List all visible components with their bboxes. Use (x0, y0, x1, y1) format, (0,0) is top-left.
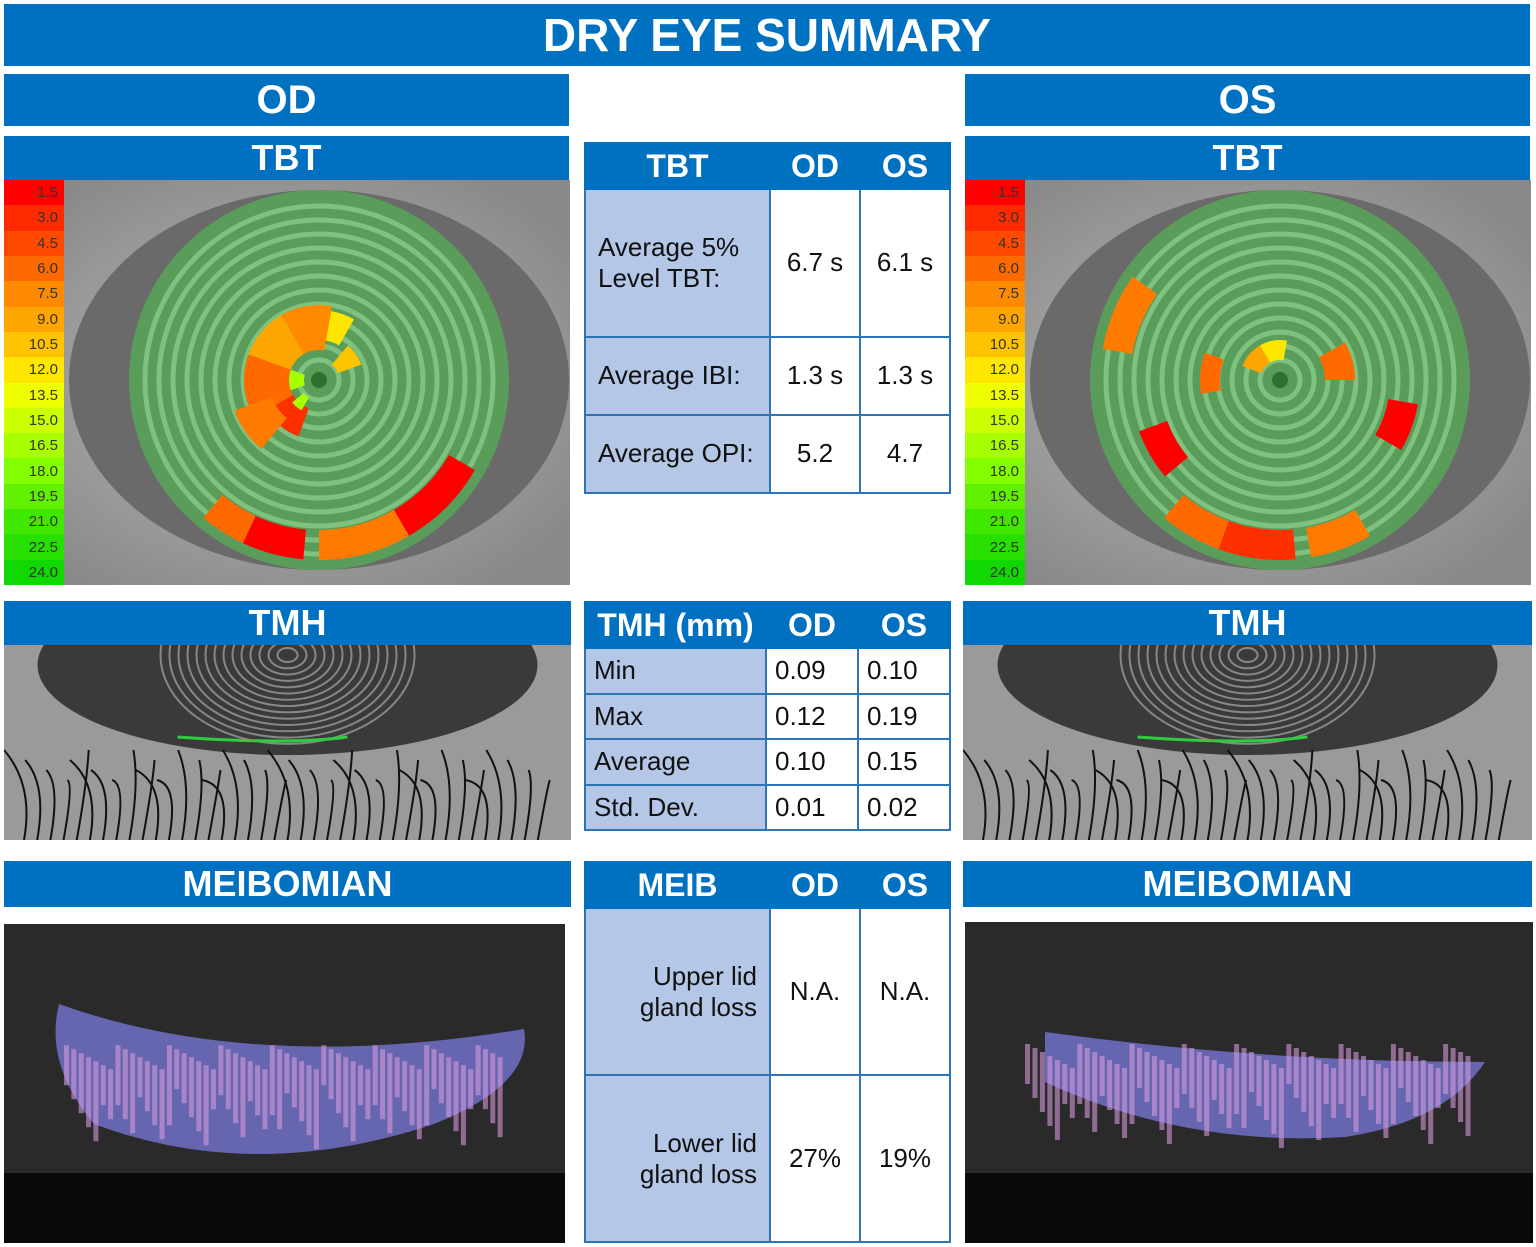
tbt-col-header: TBT (584, 142, 771, 190)
scale-label: 21.0 (4, 509, 64, 535)
os-value: 0.19 (857, 692, 951, 740)
od-value: 27% (769, 1074, 861, 1243)
od-col-header: OD (765, 601, 859, 649)
table-row: Average 5% Level TBT: 6.7 s 6.1 s (584, 188, 951, 338)
row-label: Min (584, 647, 767, 695)
tbt-color-scale: 1.5 3.0 4.5 6.0 7.5 9.0 10.5 12.0 13.5 15.0 16.5 18… (965, 180, 1025, 585)
od-tmh-header: TMH (4, 601, 571, 645)
tbt-table: TBT OD OS Average 5% Level TBT: 6.7 s 6.1 s … (584, 142, 951, 495)
tbt-color-scale: 1.5 3.0 4.5 6.0 7.5 9.0 10.5 12.0 13.5 15.0 16.5 18… (4, 180, 64, 585)
od-meibomian-header: MEIBOMIAN (4, 861, 571, 907)
os-header: OS (965, 74, 1530, 126)
scale-label: 21.0 (965, 509, 1025, 535)
scale-label: 3.0 (965, 205, 1025, 231)
od-value: 5.2 (769, 413, 861, 495)
row-label: Max (584, 692, 767, 740)
report-title: DRY EYE SUMMARY (4, 4, 1530, 66)
od-col-header: OD (769, 861, 861, 909)
scale-label: 18.0 (965, 458, 1025, 484)
table-row: Upper lid gland loss N.A. N.A. (584, 907, 951, 1076)
od-tmh-image (4, 645, 571, 840)
scale-label: 13.5 (965, 382, 1025, 408)
os-value: 6.1 s (859, 188, 951, 338)
od-header: OD (4, 74, 569, 126)
os-tmh-image (963, 645, 1532, 840)
scale-label: 6.0 (4, 255, 64, 282)
table-row: Max 0.12 0.19 (584, 692, 951, 740)
scale-label: 1.5 (965, 180, 1025, 206)
os-col-header: OS (859, 861, 951, 909)
scale-label: 24.0 (965, 559, 1025, 585)
od-value: 1.3 s (769, 335, 861, 416)
scale-label: 19.5 (4, 483, 64, 510)
od-value: 0.01 (765, 783, 859, 831)
scale-label: 15.0 (4, 407, 64, 434)
scale-label: 15.0 (965, 407, 1025, 434)
scale-label: 12.0 (965, 357, 1025, 383)
scale-label: 7.5 (965, 281, 1025, 307)
os-col-header: OS (859, 142, 951, 190)
scale-label: 7.5 (4, 281, 64, 307)
od-value: 0.12 (765, 692, 859, 740)
scale-label: 4.5 (965, 230, 1025, 256)
os-value: 1.3 s (859, 335, 951, 416)
row-label: Average 5% Level TBT: (584, 188, 771, 338)
scale-label: 24.0 (4, 559, 64, 585)
scale-label: 12.0 (4, 357, 64, 383)
table-row: Average 0.10 0.15 (584, 738, 951, 786)
scale-label: 9.0 (965, 306, 1025, 332)
table-row: Average IBI: 1.3 s 1.3 s (584, 335, 951, 416)
os-tbt-map-image: 1.5 3.0 4.5 6.0 7.5 9.0 10.5 12.0 13.5 15.0 16.5 18… (965, 180, 1531, 585)
table-row: Min 0.09 0.10 (584, 647, 951, 695)
os-tmh-header: TMH (963, 601, 1532, 645)
scale-label: 13.5 (4, 382, 64, 408)
scale-label: 18.0 (4, 458, 64, 484)
table-row: Average OPI: 5.2 4.7 (584, 413, 951, 495)
os-meibomian-image (965, 922, 1533, 1243)
os-tbt-header: TBT (965, 136, 1530, 180)
tmh-table: TMH (mm) OD OS Min 0.09 0.10 Max 0.12 0.19 Ave… (584, 601, 951, 831)
row-label: Average (584, 738, 767, 786)
od-tbt-header: TBT (4, 136, 569, 180)
scale-label: 16.5 (965, 433, 1025, 459)
table-row: Std. Dev. 0.01 0.02 (584, 783, 951, 831)
os-col-header: OS (857, 601, 951, 649)
table-row: Lower lid gland loss 27% 19% (584, 1074, 951, 1243)
od-value: 6.7 s (769, 188, 861, 338)
scale-label: 4.5 (4, 230, 64, 256)
os-value: 19% (859, 1074, 951, 1243)
scale-label: 22.5 (965, 534, 1025, 560)
scale-label: 19.5 (965, 483, 1025, 510)
scale-label: 16.5 (4, 433, 64, 459)
meib-table: MEIB OD OS Upper lid gland loss N.A. N.A. Lo… (584, 861, 951, 1243)
od-tbt-map-image: 1.5 3.0 4.5 6.0 7.5 9.0 10.5 12.0 13.5 15.0 16.5 18… (4, 180, 570, 585)
os-value: 0.02 (857, 783, 951, 831)
scale-label: 9.0 (4, 306, 64, 332)
od-value: 0.10 (765, 738, 859, 786)
scale-label: 10.5 (965, 331, 1025, 358)
os-value: 4.7 (859, 413, 951, 495)
os-value: 0.10 (857, 647, 951, 695)
scale-label: 22.5 (4, 534, 64, 560)
scale-label: 6.0 (965, 255, 1025, 282)
od-value: 0.09 (765, 647, 859, 695)
meib-col-header: MEIB (584, 861, 771, 909)
row-label: Average OPI: (584, 413, 771, 495)
row-label: Std. Dev. (584, 783, 767, 831)
row-label: Lower lid gland loss (584, 1074, 771, 1243)
os-value: N.A. (859, 907, 951, 1076)
tmh-col-header: TMH (mm) (584, 601, 767, 649)
scale-label: 3.0 (4, 205, 64, 231)
od-meibomian-image (4, 924, 565, 1243)
row-label: Average IBI: (584, 335, 771, 416)
scale-label: 1.5 (4, 180, 64, 206)
os-meibomian-header: MEIBOMIAN (963, 861, 1532, 907)
scale-label: 10.5 (4, 331, 64, 358)
os-value: 0.15 (857, 738, 951, 786)
row-label: Upper lid gland loss (584, 907, 771, 1076)
od-value: N.A. (769, 907, 861, 1076)
od-col-header: OD (769, 142, 861, 190)
